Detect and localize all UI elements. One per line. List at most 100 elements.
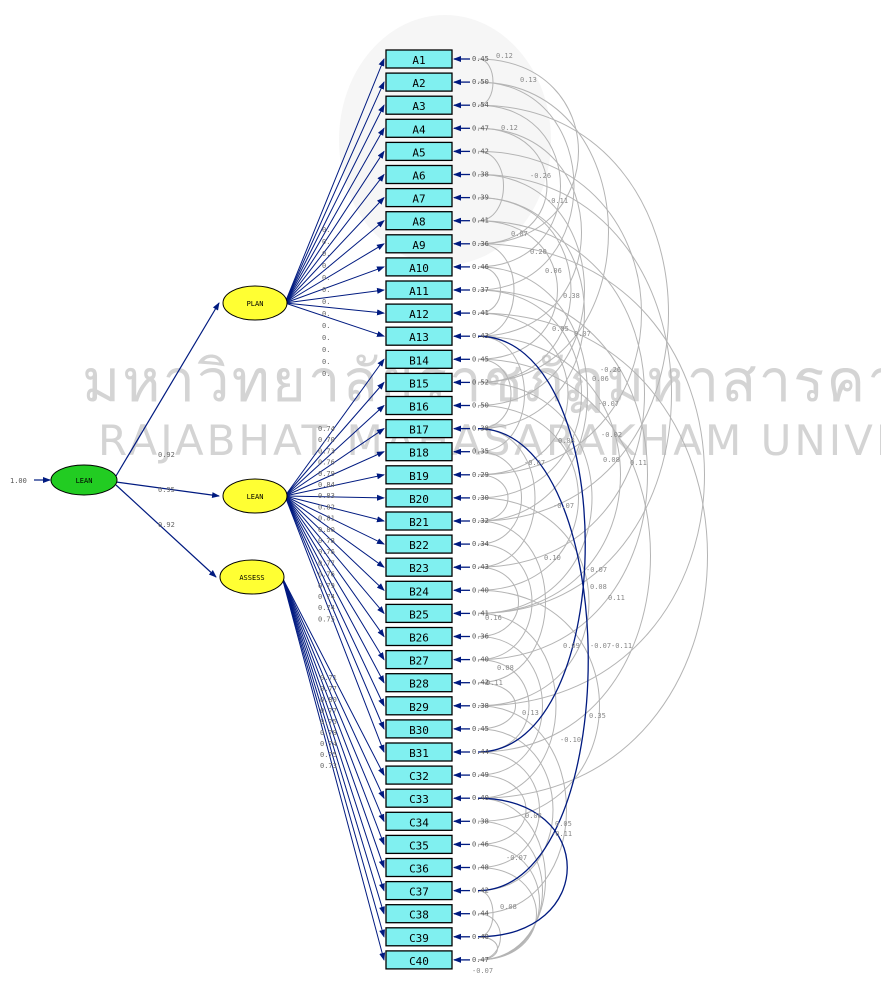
error-covariance-curve <box>477 428 536 568</box>
factor-loading-label: 0.78 <box>318 537 335 545</box>
indicator-label: B30 <box>409 724 429 737</box>
error-variance-label: 0.36 <box>472 240 489 248</box>
error-covariance-label: 0.11 <box>630 459 647 467</box>
factor-loading-path <box>284 104 385 304</box>
factor-loading-label: 0.78 <box>320 729 337 737</box>
error-variance-label: 0.43 <box>472 332 489 340</box>
error-covariance-curve <box>477 566 519 637</box>
factor-loading-path <box>284 220 385 304</box>
error-covariance-curve <box>477 682 516 730</box>
error-covariance-curve <box>477 913 501 961</box>
first-order-factor-assess <box>219 559 285 595</box>
error-covariance-label: -0.07 <box>590 642 611 650</box>
factor-loading-label: 0. <box>322 238 330 246</box>
error-covariance-label: -0.26 <box>600 366 621 374</box>
factor-loading-label: 0. <box>322 250 330 258</box>
indicator-box-b23 <box>385 557 453 577</box>
error-covariance-label: 0.08 <box>590 583 607 591</box>
error-covariance-label: 0.12 <box>496 52 513 60</box>
factor-loading-path <box>284 127 385 304</box>
error-covariance-label: 0.06 <box>592 375 609 383</box>
indicator-label: A6 <box>412 170 425 183</box>
error-covariance-curve <box>477 358 651 753</box>
error-variance-label: 0.35 <box>472 448 489 456</box>
factor-loading-label: 0. <box>322 322 330 330</box>
indicator-label: B21 <box>409 516 429 529</box>
factor-loading-label: 0.84 <box>318 481 335 489</box>
error-covariance-curve <box>477 867 537 961</box>
indicator-label: C37 <box>409 886 429 899</box>
factor-loading-label: 0.75 <box>320 751 337 759</box>
factor-loading-label: 0.74 <box>318 425 335 433</box>
error-covariance-curve <box>477 58 494 106</box>
error-variance-label: 0.41 <box>472 609 489 617</box>
factor-loading-path <box>284 243 385 304</box>
indicator-label: A13 <box>409 331 429 344</box>
error-covariance-curve <box>477 81 609 383</box>
indicator-label: B18 <box>409 447 429 460</box>
error-variance-label: 0.41 <box>472 217 489 225</box>
factor-loading-path <box>284 266 385 304</box>
indicator-box-c39 <box>385 927 453 947</box>
indicator-box-b16 <box>385 395 453 416</box>
factor-loading-path <box>281 576 385 869</box>
factor-loading-path <box>284 173 385 304</box>
factor-loading-label: 0.70 <box>318 436 335 444</box>
error-variance-label: 0.38 <box>472 817 489 825</box>
error-covariance-curve <box>477 335 525 453</box>
error-covariance-label: -0.11 <box>547 197 568 205</box>
factor-loading-path <box>284 287 385 304</box>
factor-loading-path <box>284 495 385 730</box>
indicator-label: B29 <box>409 701 429 714</box>
error-variance-label: 0.43 <box>472 563 489 571</box>
error-covariance-label: -0.10 <box>560 736 581 744</box>
factor-loading-path <box>284 494 385 501</box>
indicator-label: C33 <box>409 793 429 806</box>
error-covariance-curve <box>477 312 708 799</box>
error-covariance-curve-highlight <box>477 797 568 938</box>
second-order-path-lean <box>115 481 220 499</box>
error-variance-label: 0.45 <box>472 725 489 733</box>
indicator-box-a5 <box>385 141 453 162</box>
error-covariance-label: -0.07 <box>553 502 574 510</box>
error-covariance-curve <box>477 150 504 222</box>
error-variance-label: 0.41 <box>472 309 489 317</box>
error-covariance-curve <box>477 589 600 822</box>
indicator-box-b21 <box>385 511 453 531</box>
error-covariance-curve <box>477 936 498 961</box>
factor-loading-label: 0.77 <box>320 685 337 693</box>
error-variance-label: 0.42 <box>472 679 489 687</box>
indicator-box-c34 <box>385 811 453 831</box>
indicator-box-b25 <box>385 603 453 624</box>
factor-loading-label: 0.75 <box>318 615 335 623</box>
error-variance-label: 0.44 <box>472 748 489 756</box>
error-covariance-label: -0.07 <box>586 566 607 574</box>
indicator-box-a2 <box>385 72 453 92</box>
error-covariance-label: 0.08 <box>558 437 575 445</box>
error-covariance-curve <box>477 774 527 845</box>
factor-loading-label: 0. <box>322 334 330 342</box>
error-covariance-label: 0.16 <box>485 614 502 622</box>
factor-loading-label: 0.81 <box>318 515 335 523</box>
factor-loading-path <box>284 81 385 304</box>
indicator-box-a12 <box>385 303 453 323</box>
error-covariance-curve <box>477 612 557 799</box>
indicator-label: A2 <box>412 77 425 90</box>
error-variance-label: 0.47 <box>472 956 489 964</box>
indicator-label: B17 <box>409 424 429 437</box>
factor-loading-labels: 0. 0. 0. 0. 0. 0. 0. 0. 0. 0. 0. 0. 0. 0.74 0.70 0.73 0.… <box>318 226 337 770</box>
error-covariance-curve <box>477 104 561 268</box>
factor-loading-label: 0.80 <box>318 526 335 534</box>
factor-loading-label: 0. <box>322 286 330 294</box>
factor-loading-path <box>284 381 385 497</box>
error-covariance-label: -0.11 <box>611 642 632 650</box>
indicator-label: B14 <box>409 354 429 367</box>
factor-loading-path <box>284 495 385 753</box>
error-covariance-label: 0.08 <box>603 456 620 464</box>
indicator-box-b26 <box>385 626 453 647</box>
error-covariance-label: -0.02 <box>601 431 622 439</box>
indicator-label: B15 <box>409 377 429 390</box>
factor-loading-path <box>284 495 385 661</box>
